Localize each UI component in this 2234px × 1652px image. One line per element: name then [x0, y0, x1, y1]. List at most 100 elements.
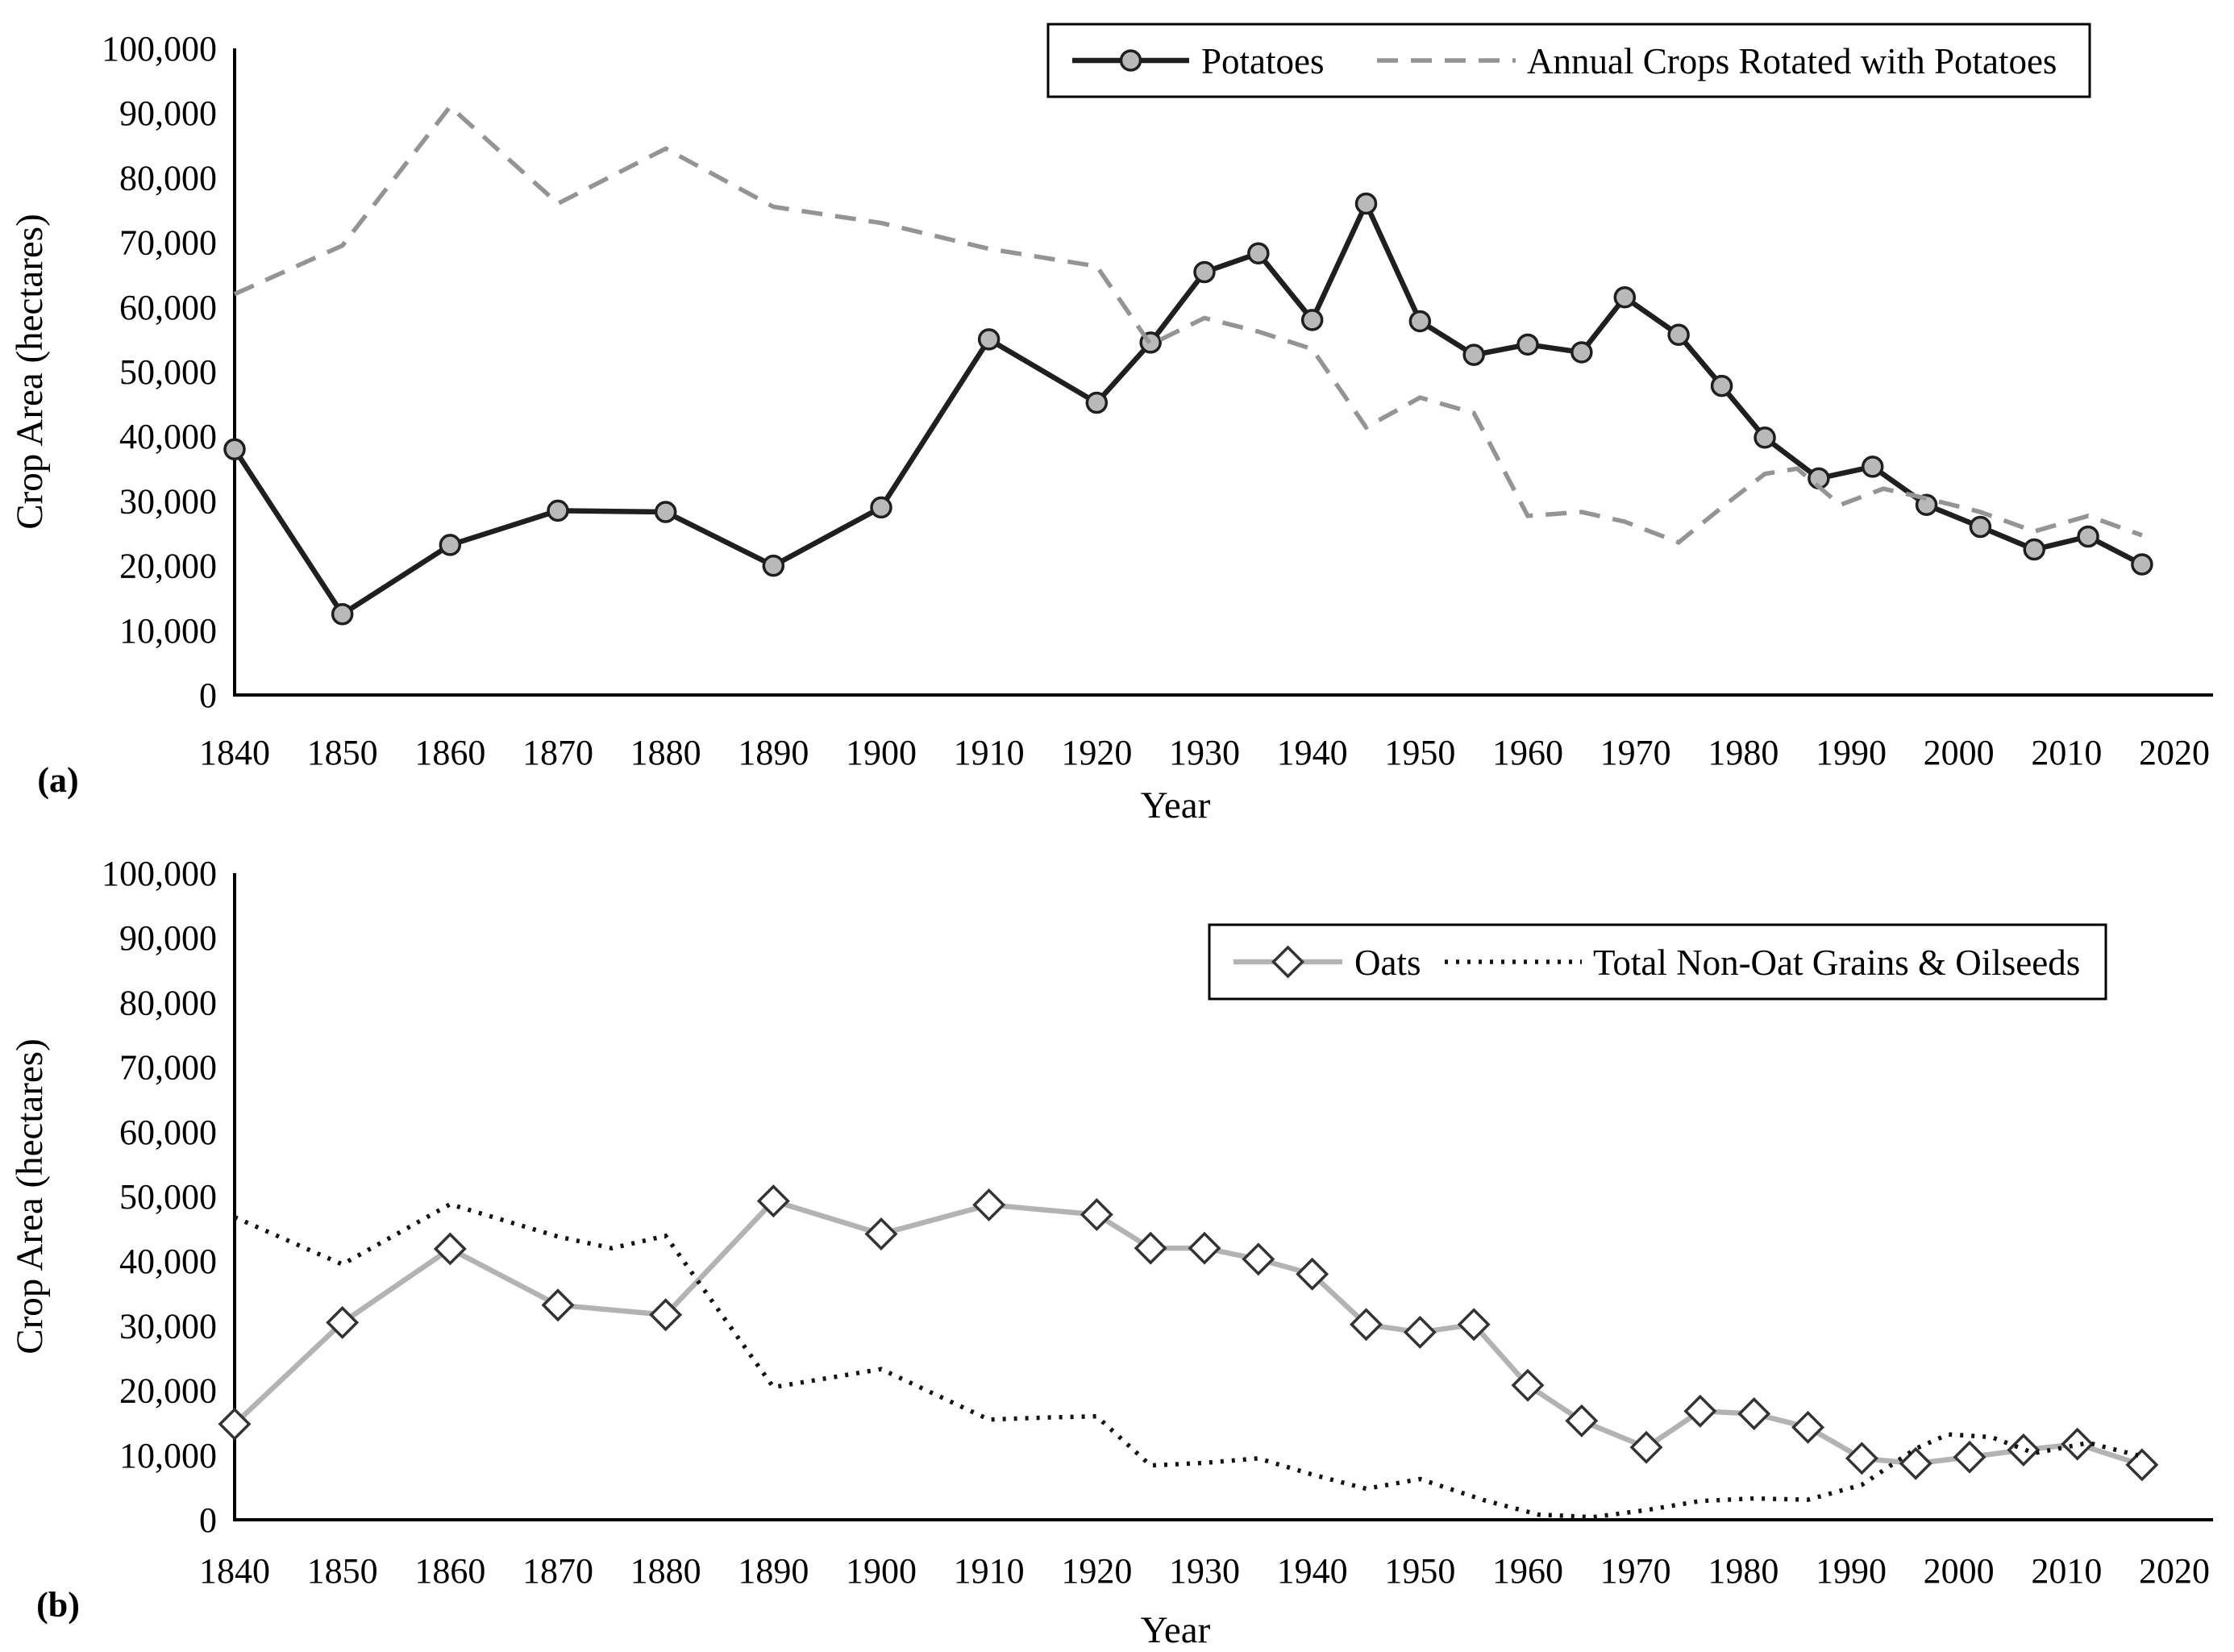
- x-tick-label: 1860: [414, 733, 485, 772]
- data-point-circle: [1915, 493, 1938, 516]
- y-axis-title: Crop Area (hectares): [9, 1038, 51, 1354]
- data-point-circle: [977, 328, 1001, 351]
- panel-letter-label: (b): [36, 1585, 80, 1625]
- data-point-circle: [870, 496, 892, 519]
- data-point-diamond: [1242, 1242, 1275, 1276]
- data-point-circle: [1247, 242, 1270, 264]
- data-point-circle: [762, 554, 785, 577]
- data-point-diamond: [1683, 1394, 1717, 1428]
- data-point-diamond: [2061, 1427, 2095, 1461]
- data-point-circle: [439, 534, 462, 556]
- y-tick-label: 90,000: [119, 94, 217, 133]
- data-point-circle: [2131, 553, 2153, 576]
- x-tick-label: 1840: [199, 733, 270, 772]
- x-tick-label: 1920: [1061, 1551, 1132, 1591]
- data-point-circle: [1408, 310, 1432, 333]
- y-axis-title: Crop Area (hectares): [9, 214, 51, 529]
- x-tick-label: 2010: [2031, 733, 2102, 772]
- x-tick-label: 1880: [630, 733, 701, 772]
- y-tick-label: 80,000: [119, 158, 217, 198]
- data-point-circle: [1570, 341, 1593, 364]
- data-point-diamond: [2125, 1448, 2159, 1482]
- data-point-circle: [1085, 391, 1109, 414]
- y-tick-label: 40,000: [119, 1242, 217, 1281]
- data-point-circle: [1710, 374, 1733, 397]
- data-point-diamond: [1080, 1197, 1113, 1231]
- x-tick-label: 1930: [1169, 1551, 1240, 1591]
- x-tick-label: 1990: [1816, 733, 1887, 772]
- x-tick-label: 1870: [522, 1551, 593, 1591]
- x-axis-title: Year: [1141, 784, 1211, 826]
- x-axis-title: Year: [1141, 1609, 1211, 1651]
- y-tick-label: 90,000: [119, 918, 217, 958]
- x-tick-label: 1930: [1169, 733, 1240, 772]
- data-point-circle: [654, 501, 677, 523]
- data-point-diamond: [1791, 1410, 1825, 1444]
- oats-line: [232, 1197, 2143, 1467]
- data-point-diamond: [1629, 1430, 1663, 1464]
- x-tick-label: 1940: [1277, 1551, 1348, 1591]
- y-tick-label: 30,000: [119, 481, 217, 521]
- data-point-circle: [2023, 538, 2045, 561]
- data-point-circle: [1193, 260, 1216, 284]
- legend-label-2: Total Non-Oat Grains & Oilseeds: [1593, 943, 2080, 983]
- data-point-diamond: [1350, 1308, 1383, 1342]
- x-tick-label: 1960: [1492, 1551, 1563, 1591]
- y-tick-label: 70,000: [119, 1048, 217, 1088]
- data-point-circle: [1516, 333, 1539, 356]
- data-point-diamond: [218, 1407, 252, 1441]
- x-tick-label: 1970: [1600, 1551, 1671, 1591]
- data-point-diamond: [2007, 1433, 2041, 1467]
- potatoes-line: [232, 197, 2144, 618]
- y-tick-label: 50,000: [119, 1177, 217, 1217]
- y-tick-label: 40,000: [119, 417, 217, 456]
- data-point-diamond: [1953, 1440, 1986, 1474]
- rotated-crops-line: [233, 103, 2143, 545]
- data-point-diamond: [433, 1232, 467, 1266]
- data-point-diamond: [864, 1217, 898, 1250]
- y-tick-label: 20,000: [119, 1371, 217, 1411]
- x-tick-label: 1860: [414, 1551, 485, 1591]
- panel-letter-label: (a): [37, 760, 78, 800]
- legend-label-2: Annual Crops Rotated with Potatoes: [1527, 41, 2057, 81]
- data-point-circle: [1667, 323, 1690, 347]
- legend-box: [1046, 23, 2091, 98]
- data-point-circle: [1969, 515, 1992, 539]
- x-tick-label: 1980: [1708, 1551, 1778, 1591]
- x-tick-label: 1910: [954, 1551, 1025, 1591]
- data-point-circle: [1354, 192, 1378, 215]
- data-point-diamond: [1565, 1404, 1599, 1438]
- data-point-diamond: [1403, 1315, 1437, 1349]
- x-tick-label: 1970: [1600, 733, 1671, 772]
- y-tick-label: 0: [199, 1500, 217, 1540]
- y-tick-label: 10,000: [119, 1436, 217, 1475]
- y-tick-label: 30,000: [119, 1306, 217, 1346]
- data-point-diamond: [541, 1288, 575, 1322]
- panel-b-chart: 0 10,000 20,000 30,000 40,000 50,000 60,000 70,…: [9, 854, 2213, 1651]
- data-point-diamond: [1899, 1446, 1932, 1480]
- x-tick-label: 2000: [1924, 1551, 1995, 1591]
- y-tick-label: 20,000: [119, 547, 217, 586]
- legend-sample-circle: [1119, 49, 1142, 72]
- y-tick-label: 70,000: [119, 223, 217, 263]
- data-point-circle: [1754, 427, 1776, 449]
- data-point-diamond: [1134, 1231, 1167, 1265]
- x-tick-label: 1920: [1061, 733, 1132, 772]
- data-point-diamond: [1296, 1257, 1329, 1291]
- non-oat-grains-line: [233, 1201, 2143, 1520]
- data-point-diamond: [756, 1184, 790, 1218]
- x-tick-label: 1900: [846, 733, 917, 772]
- panel-b: 0 10,000 20,000 30,000 40,000 50,000 60,000 70,…: [0, 826, 2234, 1652]
- x-tick-label: 1890: [738, 1551, 809, 1591]
- x-tick-label: 1890: [738, 733, 809, 772]
- data-point-diamond: [1845, 1442, 1878, 1475]
- x-tick-label: 1880: [630, 1551, 701, 1591]
- x-tick-label: 1950: [1384, 733, 1455, 772]
- legend-label-1: Oats: [1354, 943, 1421, 983]
- data-point-diamond: [1511, 1368, 1545, 1402]
- data-point-circle: [1462, 343, 1485, 366]
- data-point-diamond: [972, 1188, 1006, 1221]
- x-tick-label: 1990: [1816, 1551, 1887, 1591]
- y-tick-label: 0: [199, 676, 217, 715]
